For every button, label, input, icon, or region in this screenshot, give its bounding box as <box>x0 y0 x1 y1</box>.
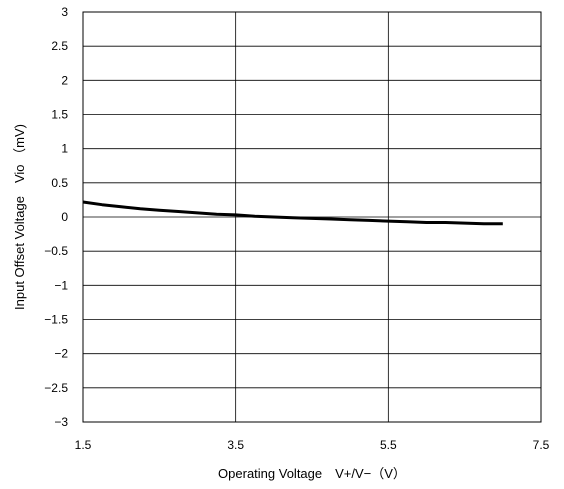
x-tick-label: 5.5 <box>380 438 397 452</box>
y-tick-label: 0 <box>61 210 68 224</box>
y-tick-label: −0.5 <box>44 244 68 258</box>
series-line <box>82 200 503 226</box>
y-tick-label: −2 <box>54 347 68 361</box>
y-tick-label: −3 <box>54 415 68 429</box>
y-tick-label: 2.5 <box>51 39 68 53</box>
y-tick-label: 1 <box>61 142 68 156</box>
x-tick-labels: 1.5 3.5 5.5 7.5 <box>75 438 550 452</box>
x-tick-label: 3.5 <box>227 438 244 452</box>
y-tick-label: 3 <box>61 5 68 19</box>
x-axis-title: Operating Voltage V+/V−（V） <box>218 466 406 481</box>
y-tick-label: 0.5 <box>51 176 68 190</box>
grid-lines <box>82 11 542 423</box>
y-tick-label: −2.5 <box>44 381 68 395</box>
y-axis-title: Input Offset Voltage Vio （mV) <box>12 124 27 310</box>
y-tick-labels: 3 2.5 2 1.5 1 0.5 0 −0.5 −1 −1.5 −2 −2.5 −3 <box>44 5 68 429</box>
x-tick-label: 1.5 <box>75 438 92 452</box>
plot-border <box>82 11 542 423</box>
series-layer <box>82 200 503 226</box>
y-tick-label: −1.5 <box>44 313 68 327</box>
y-tick-label: −1 <box>54 278 68 292</box>
x-tick-label: 7.5 <box>533 438 550 452</box>
y-tick-label: 2 <box>61 73 68 87</box>
y-tick-label: 1.5 <box>51 108 68 122</box>
